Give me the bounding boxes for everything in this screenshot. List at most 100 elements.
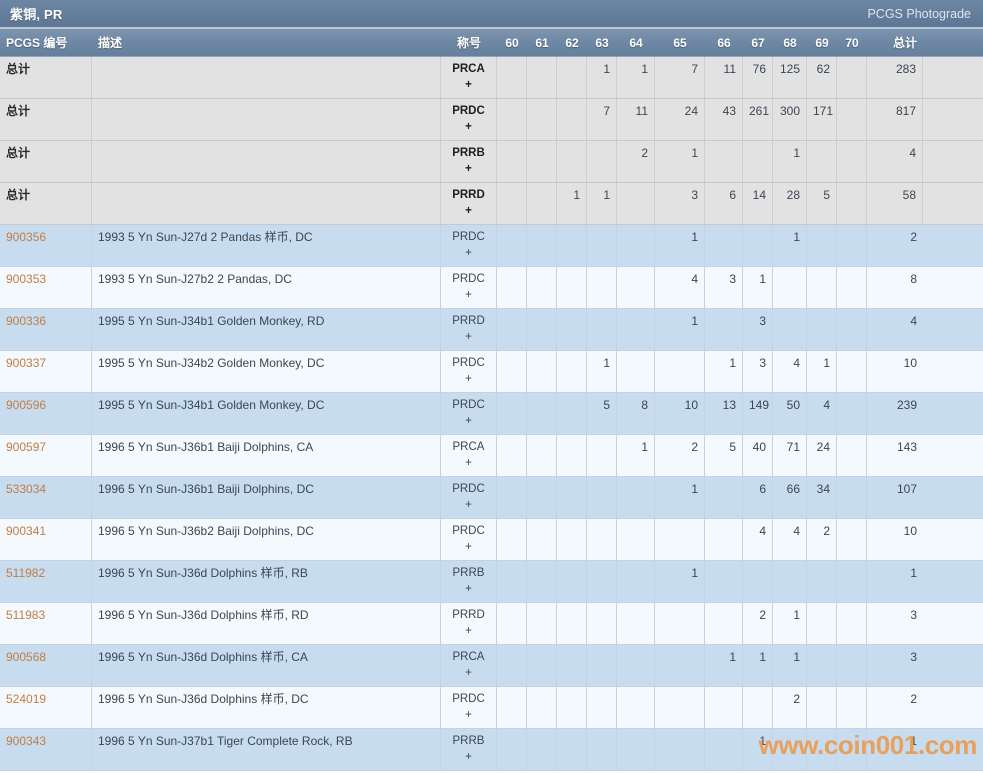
pcgs-number-link[interactable]: 533034: [0, 477, 92, 518]
grade-63-cell: [587, 519, 617, 560]
grade-69-cell: 5: [807, 183, 837, 224]
grade-61-cell: [527, 687, 557, 728]
pcgs-number-link[interactable]: 900356: [0, 225, 92, 266]
grade-69-cell: [807, 561, 837, 602]
description-cell: 1996 5 Yn Sun-J36b1 Baiji Dolphins, DC: [92, 477, 441, 518]
grade-70-cell: [837, 99, 867, 140]
table-row[interactable]: 900353 1993 5 Yn Sun-J27b2 2 Pandas, DC PR…: [0, 267, 983, 309]
grade-67-cell: [743, 561, 773, 602]
pcgs-number-link[interactable]: 511982: [0, 561, 92, 602]
grade-66-cell: 6: [705, 183, 743, 224]
table-row[interactable]: 900336 1995 5 Yn Sun-J34b1 Golden Monkey,…: [0, 309, 983, 351]
grade-61-cell: [527, 57, 557, 98]
grade-64-cell: [617, 477, 655, 518]
column-header-grade-60[interactable]: 60: [505, 35, 519, 50]
designation-cell: PRDC +: [441, 687, 497, 728]
grade-63-cell: [587, 309, 617, 350]
column-header-designation[interactable]: 称号: [456, 36, 481, 50]
grade-62-cell: [557, 57, 587, 98]
grade-62-cell: [557, 351, 587, 392]
summary-row[interactable]: 总计 PRRD +1 1 3 6 14 28 5 58: [0, 183, 983, 225]
summary-row[interactable]: 总计 PRCA +1 1 7 11 76 125 62 283: [0, 57, 983, 99]
grade-67-cell: 14: [743, 183, 773, 224]
grade-64-cell: 8: [617, 393, 655, 434]
table-row[interactable]: 900343 1996 5 Yn Sun-J37b1 Tiger Complete…: [0, 729, 983, 771]
table-row[interactable]: 900356 1993 5 Yn Sun-J27d 2 Pandas 样币, DC…: [0, 225, 983, 267]
grade-64-cell: 1: [617, 57, 655, 98]
grade-60-cell: [497, 99, 527, 140]
grade-66-cell: 3: [705, 267, 743, 308]
column-header-description[interactable]: 描述: [98, 36, 123, 50]
description-cell: 1996 5 Yn Sun-J36d Dolphins 样币, CA: [92, 645, 441, 686]
designation-cell: PRCA +: [441, 57, 497, 98]
grade-67-cell: 3: [743, 351, 773, 392]
grade-62-cell: [557, 645, 587, 686]
table-row[interactable]: 900596 1995 5 Yn Sun-J34b1 Golden Monkey,…: [0, 393, 983, 435]
column-header-grade-66[interactable]: 66: [717, 35, 731, 50]
column-header-grade-67[interactable]: 67: [751, 35, 765, 50]
grade-68-cell: 4: [773, 519, 807, 560]
pcgs-number-link[interactable]: 900336: [0, 309, 92, 350]
pcgs-number-link[interactable]: 900597: [0, 435, 92, 476]
grade-63-cell: 1: [587, 183, 617, 224]
summary-row[interactable]: 总计 PRDC +7 11 24 43 261 300 171 817: [0, 99, 983, 141]
designation-plus: +: [465, 331, 472, 343]
grade-65-cell: [655, 687, 705, 728]
page-title: 紫铜, PR: [10, 7, 63, 22]
grade-67-cell: [743, 141, 773, 182]
designation-plus: +: [465, 709, 472, 721]
pcgs-number-link[interactable]: 900353: [0, 267, 92, 308]
row-total-cell: 4: [910, 314, 917, 328]
pcgs-number-link[interactable]: 900343: [0, 729, 92, 770]
designation-cell: PRDC +: [441, 267, 497, 308]
row-total-cell: 3: [910, 608, 917, 622]
column-header-grade-68[interactable]: 68: [783, 35, 797, 50]
designation-code: PRCA: [452, 651, 485, 663]
table-row[interactable]: 900568 1996 5 Yn Sun-J36d Dolphins 样币, CA…: [0, 645, 983, 687]
table-row[interactable]: 900341 1996 5 Yn Sun-J36b2 Baiji Dolphins…: [0, 519, 983, 561]
description-cell: 1996 5 Yn Sun-J36d Dolphins 样币, DC: [92, 687, 441, 728]
table-row[interactable]: 524019 1996 5 Yn Sun-J36d Dolphins 样币, DC…: [0, 687, 983, 729]
pcgs-number-link[interactable]: 511983: [0, 603, 92, 644]
grade-61-cell: [527, 225, 557, 266]
row-total-cell: 10: [903, 356, 917, 370]
table-row[interactable]: 900597 1996 5 Yn Sun-J36b1 Baiji Dolphins…: [0, 435, 983, 477]
grade-61-cell: [527, 645, 557, 686]
column-header-pcgs-number[interactable]: PCGS 编号: [6, 36, 68, 50]
designation-code: PRRD: [452, 315, 485, 327]
grade-70-cell: [837, 561, 867, 602]
designation-cell: PRCA +: [441, 645, 497, 686]
column-header-total[interactable]: 总计: [892, 36, 917, 50]
pcgs-number-link[interactable]: 900337: [0, 351, 92, 392]
grade-70-cell: [837, 183, 867, 224]
designation-cell: PRRD +: [441, 603, 497, 644]
grade-65-cell: 1: [655, 477, 705, 518]
pcgs-number-link[interactable]: 900341: [0, 519, 92, 560]
column-header-grade-63[interactable]: 63: [595, 35, 609, 50]
grade-69-cell: [807, 309, 837, 350]
grade-63-cell: [587, 141, 617, 182]
grade-67-cell: 149: [743, 393, 773, 434]
table-row[interactable]: 900337 1995 5 Yn Sun-J34b2 Golden Monkey,…: [0, 351, 983, 393]
column-header-grade-65[interactable]: 65: [673, 35, 687, 50]
table-row[interactable]: 511983 1996 5 Yn Sun-J36d Dolphins 样币, RD…: [0, 603, 983, 645]
column-header-grade-70[interactable]: 70: [845, 35, 859, 50]
grade-68-cell: 1: [773, 603, 807, 644]
pcgs-number-link[interactable]: 900596: [0, 393, 92, 434]
pcgs-number-link[interactable]: 900568: [0, 645, 92, 686]
column-header-grade-69[interactable]: 69: [815, 35, 829, 50]
pcgs-number-link[interactable]: 524019: [0, 687, 92, 728]
table-row[interactable]: 511982 1996 5 Yn Sun-J36d Dolphins 样币, RB…: [0, 561, 983, 603]
summary-row[interactable]: 总计 PRRB +2 1 1 4: [0, 141, 983, 183]
grade-69-cell: 1: [807, 351, 837, 392]
grade-62-cell: [557, 729, 587, 770]
table-row[interactable]: 533034 1996 5 Yn Sun-J36b1 Baiji Dolphins…: [0, 477, 983, 519]
grade-65-cell: 1: [655, 225, 705, 266]
grade-64-cell: [617, 225, 655, 266]
column-header-grade-61[interactable]: 61: [535, 35, 549, 50]
grade-68-cell: [773, 309, 807, 350]
designation-plus: +: [465, 415, 472, 427]
column-header-grade-62[interactable]: 62: [565, 35, 579, 50]
grade-63-cell: [587, 225, 617, 266]
column-header-grade-64[interactable]: 64: [629, 35, 643, 50]
